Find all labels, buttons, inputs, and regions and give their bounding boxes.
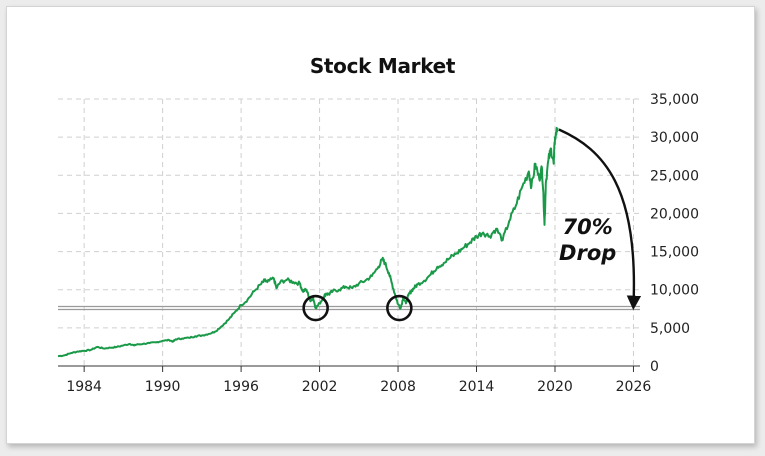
x-tick-label: 2002 (302, 379, 338, 395)
y-tick-label: 10,000 (650, 283, 699, 299)
y-tick-label: 20,000 (650, 206, 699, 222)
y-tick-label: 15,000 (650, 245, 699, 261)
x-tick-label: 2014 (459, 379, 495, 395)
x-tick-label: 2026 (616, 379, 652, 395)
y-tick-label: 5,000 (650, 321, 690, 337)
x-tick-label: 2020 (537, 379, 573, 395)
x-tick-label: 2008 (380, 379, 416, 395)
y-tick-label: 35,000 (650, 92, 699, 108)
low-circle-marker (302, 294, 329, 322)
stock-index-line (57, 126, 559, 358)
drop-arrow (558, 128, 642, 311)
y-tick-label: 25,000 (650, 168, 699, 184)
x-tick-label: 1984 (66, 379, 102, 395)
y-tick-label: 0 (650, 359, 659, 375)
low-circle-marker (386, 294, 413, 322)
drop-annotation-0: 70% (563, 215, 613, 239)
x-tick-label: 1990 (145, 379, 181, 395)
drop-annotation-1: Drop (559, 241, 616, 265)
chart-title: Stock Market (309, 54, 456, 78)
x-tick-label: 1996 (223, 379, 259, 395)
y-tick-label: 30,000 (650, 130, 699, 146)
